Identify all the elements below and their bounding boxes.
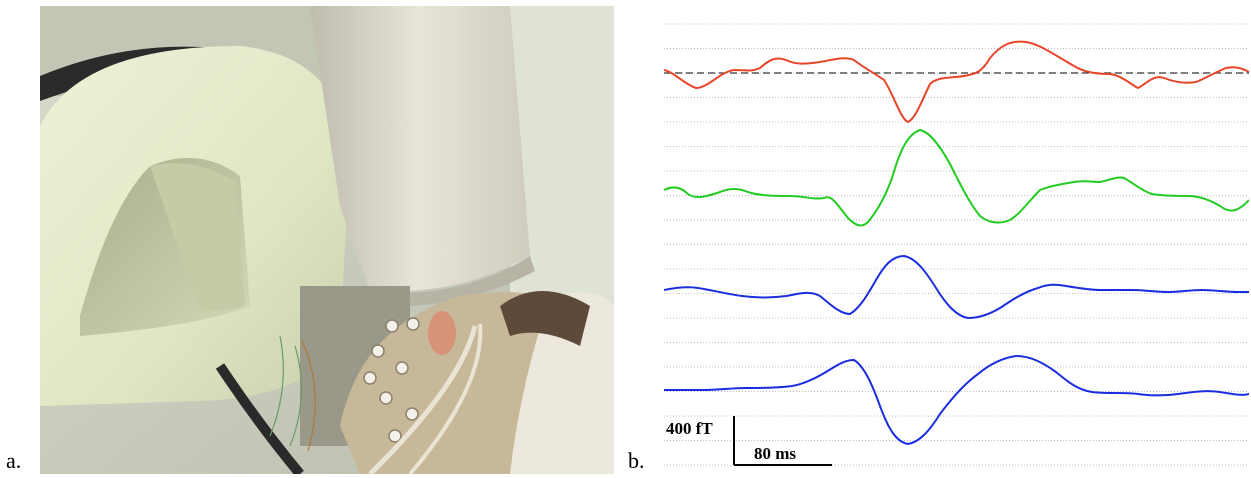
gridlines [664, 23, 1249, 466]
scale-amplitude-label: 400 fT [666, 419, 713, 438]
scale-time-label: 80 ms [754, 444, 796, 463]
meg-photo-illustration [40, 6, 614, 474]
trace-green [664, 128, 1249, 227]
trace-blue-1 [664, 254, 1249, 320]
trace-red [664, 40, 1249, 124]
meg-traces-plot: 400 fT 80 ms [664, 23, 1249, 466]
panel-b-label: b. [628, 448, 645, 473]
trace-blue-2 [664, 354, 1249, 446]
panel-a-label: a. [6, 448, 22, 473]
